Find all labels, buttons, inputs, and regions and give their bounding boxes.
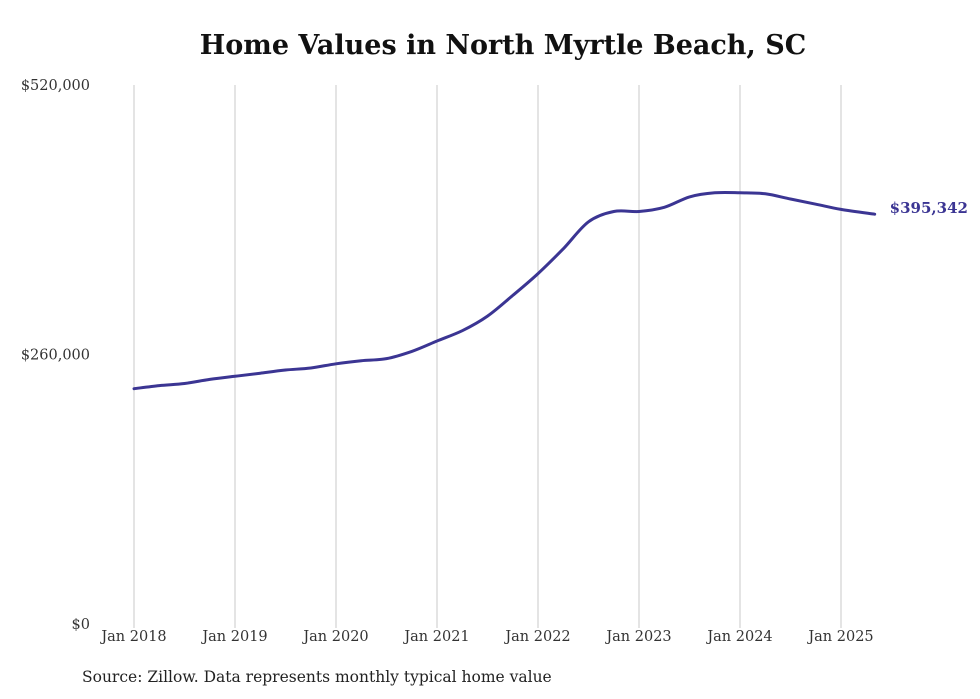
x-tick-label: Jan 2019 bbox=[200, 629, 267, 645]
chart-title: Home Values in North Myrtle Beach, SC bbox=[199, 30, 807, 61]
data-labels: $395,342 bbox=[890, 199, 968, 217]
x-tick-label: Jan 2021 bbox=[402, 629, 469, 645]
y-tick-label: $520,000 bbox=[21, 78, 90, 94]
y-tick-label: $0 bbox=[72, 617, 90, 633]
x-axis-ticks: Jan 2018 Jan 2019 Jan 2020 Jan 2021 Jan 2022… bbox=[99, 629, 873, 645]
y-axis-ticks: $0 $260,000 $520,000 bbox=[21, 78, 90, 633]
x-tick-label: Jan 2023 bbox=[604, 629, 671, 645]
x-tick-label: Jan 2022 bbox=[503, 629, 570, 645]
x-tick-label: Jan 2025 bbox=[806, 629, 873, 645]
end-value-label: $395,342 bbox=[890, 199, 968, 217]
x-tick-label: Jan 2024 bbox=[705, 629, 772, 645]
series-layer bbox=[132, 190, 877, 391]
series-line bbox=[132, 190, 877, 391]
grid-lines bbox=[133, 85, 842, 628]
source-note: Source: Zillow. Data represents monthly … bbox=[82, 668, 552, 686]
x-tick-label: Jan 2020 bbox=[301, 629, 368, 645]
x-tick-label: Jan 2018 bbox=[99, 629, 166, 645]
y-tick-label: $260,000 bbox=[21, 348, 90, 364]
